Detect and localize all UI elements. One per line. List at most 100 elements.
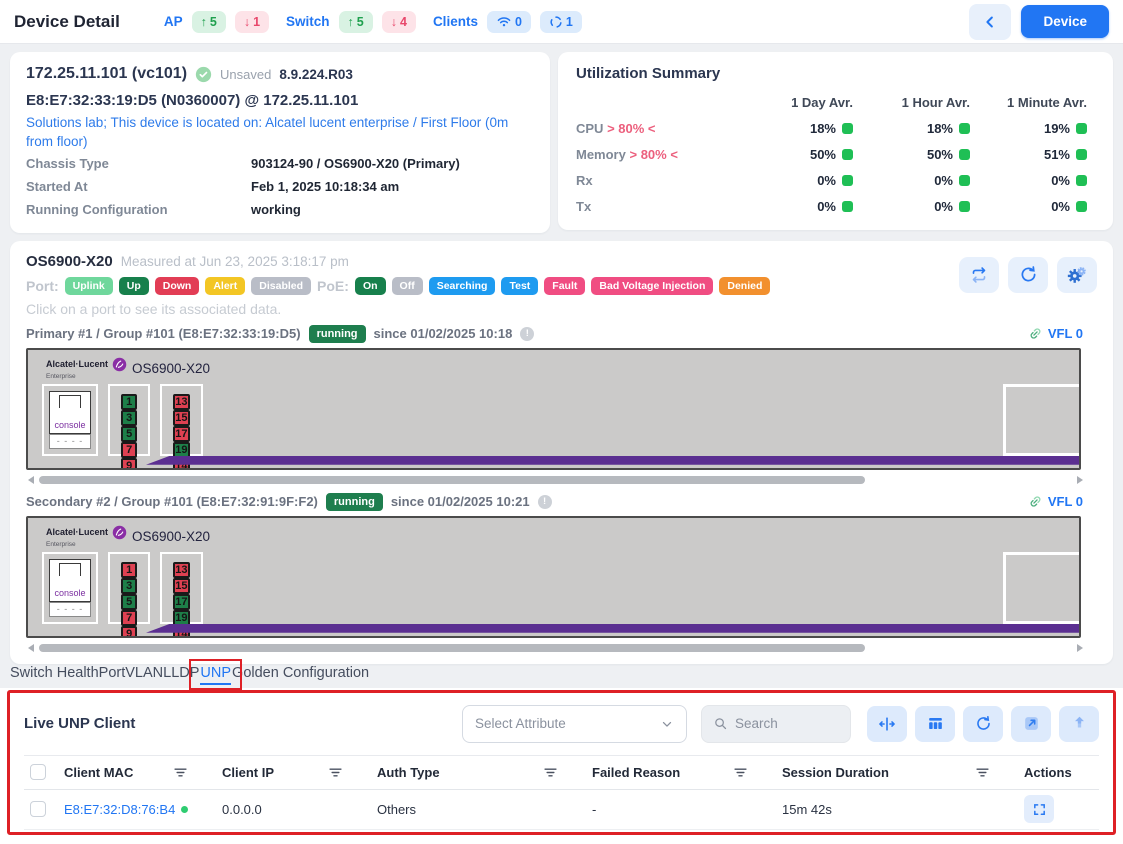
columns-button[interactable] bbox=[915, 706, 955, 742]
device-location-link[interactable]: Solutions lab; This device is located on… bbox=[26, 114, 534, 152]
panel-model-label: OS6900-X20 bbox=[132, 529, 210, 544]
port[interactable]: 9 bbox=[121, 626, 137, 638]
measured-at: Measured at Jun 23, 2025 3:18:17 pm bbox=[121, 254, 349, 269]
expand-row-button[interactable] bbox=[1024, 795, 1054, 823]
tab-item[interactable]: UNP bbox=[189, 659, 242, 690]
top-header: Device Detail AP 5 1 Switch 5 4 Clients … bbox=[0, 0, 1123, 44]
unp-client-table: Client MAC Client IP Auth Type bbox=[24, 755, 1099, 830]
vfl-link[interactable]: VFL 0 bbox=[1028, 494, 1083, 509]
port[interactable]: 1 bbox=[121, 394, 137, 410]
link-icon bbox=[1028, 494, 1043, 509]
status-ok-icon bbox=[959, 175, 970, 186]
filter-icon[interactable] bbox=[543, 766, 558, 779]
rj45-notch bbox=[59, 395, 81, 408]
page-title: Device Detail bbox=[14, 12, 120, 32]
mgmt-port[interactable]: - - - - bbox=[49, 602, 91, 617]
failed-reason-cell: - bbox=[592, 802, 782, 817]
auth-type-cell: Others bbox=[377, 802, 592, 817]
port[interactable]: 13 bbox=[173, 562, 189, 578]
expand-icon bbox=[1032, 802, 1047, 817]
tab-item[interactable]: Port bbox=[99, 665, 126, 681]
port[interactable]: 13 bbox=[173, 394, 189, 410]
scrollbar-thumb[interactable] bbox=[39, 644, 865, 652]
live-unp-client-card: Live UNP Client Select Attribute bbox=[10, 693, 1113, 832]
port[interactable]: 5 bbox=[121, 594, 137, 610]
console-port[interactable]: console bbox=[49, 559, 91, 602]
console-port[interactable]: console bbox=[49, 391, 91, 434]
port[interactable]: 5 bbox=[121, 426, 137, 442]
device-button[interactable]: Device bbox=[1021, 5, 1109, 38]
util-value: 50% bbox=[853, 147, 970, 162]
port[interactable]: 1 bbox=[121, 562, 137, 578]
refresh-icon bbox=[1018, 264, 1039, 285]
open-window-button[interactable] bbox=[1011, 706, 1051, 742]
util-value: 0% bbox=[736, 199, 853, 214]
port[interactable]: 3 bbox=[121, 578, 137, 594]
util-row-label: Rx bbox=[576, 173, 736, 188]
back-button[interactable] bbox=[969, 4, 1011, 40]
row-checkbox[interactable] bbox=[30, 801, 46, 817]
device-field-row: Started At Feb 1, 2025 10:18:34 am bbox=[26, 175, 534, 198]
column-header[interactable]: Auth Type bbox=[377, 765, 592, 780]
port[interactable]: 7 bbox=[121, 442, 137, 458]
header-stats: AP 5 1 Switch 5 4 Clients 0 1 bbox=[156, 11, 582, 33]
scroll-right-arrow[interactable] bbox=[1077, 476, 1083, 484]
filter-icon[interactable] bbox=[173, 766, 188, 779]
scrollbar-thumb[interactable] bbox=[39, 476, 865, 484]
status-ok-icon bbox=[842, 175, 853, 186]
search-input[interactable] bbox=[735, 716, 835, 731]
link-icon bbox=[1028, 326, 1043, 341]
scroll-left-arrow[interactable] bbox=[28, 644, 34, 652]
util-threshold: > 80% < bbox=[607, 121, 655, 136]
switch-up-badge: 5 bbox=[339, 11, 373, 33]
port[interactable]: 19 bbox=[173, 610, 189, 626]
field-value: working bbox=[251, 202, 301, 217]
column-header[interactable]: Client IP bbox=[222, 765, 377, 780]
attribute-select[interactable]: Select Attribute bbox=[462, 705, 687, 743]
swap-view-button[interactable] bbox=[959, 257, 999, 293]
gears-icon bbox=[1066, 264, 1088, 286]
settings-button[interactable] bbox=[1057, 257, 1097, 293]
port[interactable]: 15 bbox=[173, 410, 189, 426]
column-header[interactable]: Client MAC bbox=[64, 765, 222, 780]
scroll-right-arrow[interactable] bbox=[1077, 644, 1083, 652]
filter-icon[interactable] bbox=[328, 766, 343, 779]
export-button[interactable] bbox=[1059, 706, 1099, 742]
port[interactable]: 7 bbox=[121, 610, 137, 626]
select-all-checkbox[interactable] bbox=[30, 764, 46, 780]
vfl-link[interactable]: VFL 0 bbox=[1028, 326, 1083, 341]
refresh-button[interactable] bbox=[1008, 257, 1048, 293]
info-icon[interactable] bbox=[520, 327, 534, 341]
status-ok-icon bbox=[1076, 123, 1087, 134]
sync-icon bbox=[549, 15, 563, 29]
filter-icon[interactable] bbox=[733, 766, 748, 779]
port[interactable]: 15 bbox=[173, 578, 189, 594]
device-info-card: 172.25.11.101 (vc101) Unsaved 8.9.224.R0… bbox=[10, 52, 550, 233]
poe-legend-label: PoE: bbox=[317, 278, 349, 294]
util-row-label: Tx bbox=[576, 199, 736, 214]
filter-icon[interactable] bbox=[975, 766, 990, 779]
fit-columns-button[interactable] bbox=[867, 706, 907, 742]
util-row-label: Memory > 80% < bbox=[576, 147, 736, 162]
column-header[interactable]: Failed Reason bbox=[592, 765, 782, 780]
tab-item[interactable]: Switch Health bbox=[10, 665, 99, 681]
column-header[interactable]: Actions bbox=[1024, 765, 1106, 780]
port[interactable]: 19 bbox=[173, 442, 189, 458]
mgmt-port[interactable]: - - - - bbox=[49, 434, 91, 449]
search-icon bbox=[713, 716, 728, 731]
port[interactable]: 17 bbox=[173, 594, 189, 610]
scroll-left-arrow[interactable] bbox=[28, 476, 34, 484]
ap-up-badge: 5 bbox=[192, 11, 226, 33]
device-ip-title: 172.25.11.101 (vc101) bbox=[26, 65, 187, 83]
tab-item[interactable]: Golden Configuration bbox=[232, 665, 369, 681]
status-ok-icon bbox=[1076, 201, 1087, 212]
info-icon[interactable] bbox=[538, 495, 552, 509]
column-header[interactable]: Session Duration bbox=[782, 765, 1024, 780]
refresh-table-button[interactable] bbox=[963, 706, 1003, 742]
port[interactable]: 17 bbox=[173, 426, 189, 442]
device-field-row: Chassis Type 903124-90 / OS6900-X20 (Pri… bbox=[26, 152, 534, 175]
port[interactable]: 3 bbox=[121, 410, 137, 426]
client-mac-link[interactable]: E8:E7:32:D8:76:B4 bbox=[64, 802, 222, 817]
port[interactable]: 9 bbox=[121, 458, 137, 470]
tab-item[interactable]: VLAN bbox=[125, 665, 163, 681]
